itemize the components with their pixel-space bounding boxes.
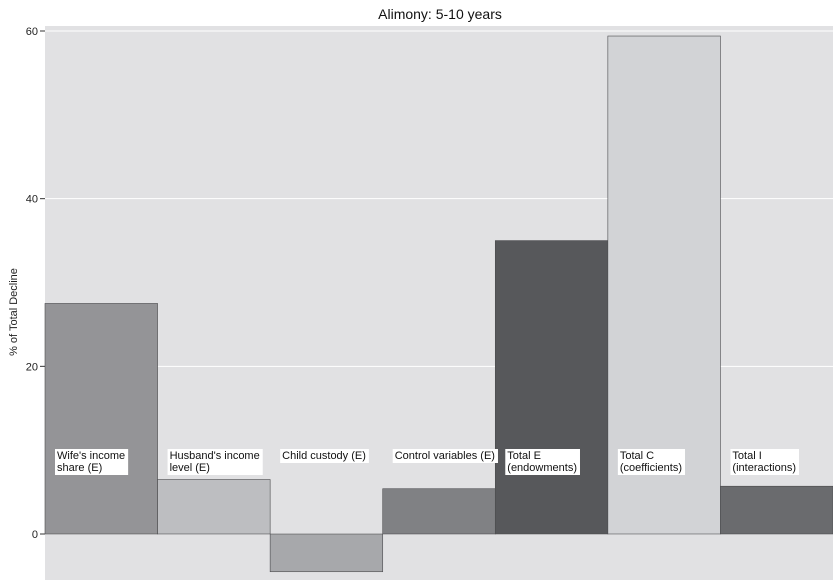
category-label: Total I(interactions): [730, 449, 800, 475]
category-label: Control variables (E): [392, 449, 498, 463]
bar: [269, 533, 384, 573]
y-axis-label: % of Total Decline: [8, 268, 20, 356]
y-axis: 0 20 40 60: [26, 26, 45, 541]
category-label-line: Husband's income: [170, 450, 260, 462]
category-label-line: level (E): [170, 462, 210, 474]
bar: [382, 488, 496, 535]
bar: [157, 479, 271, 535]
category-label-line: Wife's income: [57, 450, 125, 462]
y-tick-label: 20: [26, 361, 38, 373]
category-label-line: Total I: [732, 450, 761, 462]
category-label-line: (coefficients): [620, 462, 682, 474]
chart-title: Alimony: 5-10 years: [378, 6, 502, 22]
category-label-box: [280, 449, 369, 463]
category-label-box: [505, 449, 580, 475]
category-label-line: share (E): [57, 462, 102, 474]
category-label-line: Control variables (E): [395, 450, 495, 462]
category-label: Total C(coefficients): [617, 449, 686, 475]
category-label-box: [167, 449, 263, 475]
bar: [44, 303, 158, 535]
category-label-box: [730, 449, 800, 475]
category-label-box: [617, 449, 686, 475]
y-tick-label: 60: [26, 26, 38, 38]
category-label-box: [392, 449, 498, 463]
category-label-line: Total E: [507, 450, 541, 462]
category-label-line: (interactions): [732, 462, 796, 474]
y-tick-label: 0: [32, 529, 38, 541]
category-label-line: (endowments): [507, 462, 577, 474]
category-label: Total E(endowments): [505, 449, 580, 475]
category-label: Child custody (E): [280, 449, 369, 463]
category-label-line: Child custody (E): [282, 450, 366, 462]
category-label-box: [55, 449, 129, 475]
category-label-line: Total C: [620, 450, 654, 462]
bar: [720, 485, 833, 535]
y-tick-label: 40: [26, 194, 38, 206]
bar: [494, 240, 609, 535]
